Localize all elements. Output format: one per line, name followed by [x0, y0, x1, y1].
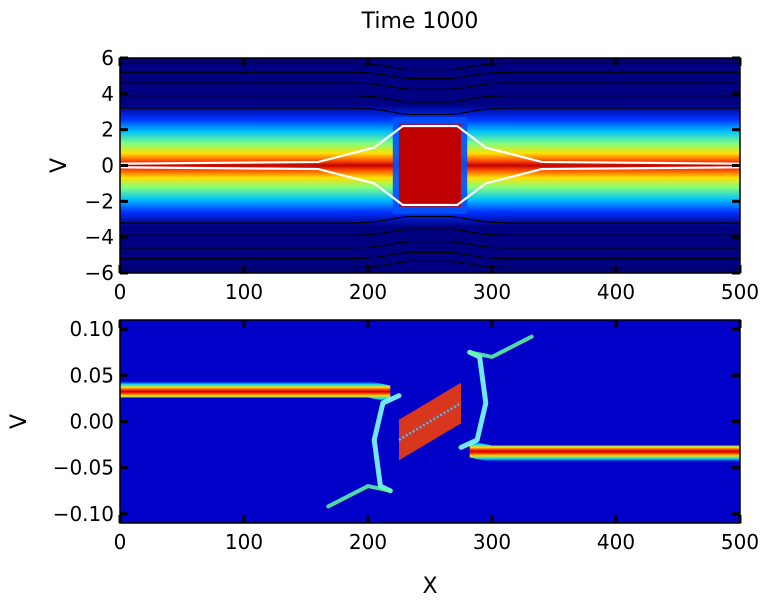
x-axis-label: X: [422, 574, 437, 599]
contour-line-4: [120, 215, 740, 224]
trapped-region: [399, 124, 461, 207]
contour-line-8: [120, 71, 740, 80]
y-axis-label: V: [47, 158, 72, 173]
y-tick-label: 0.05: [69, 363, 114, 387]
x-tick-label: 100: [225, 530, 263, 554]
x-tick-label: 500: [721, 280, 759, 304]
contour-line-5: [120, 107, 740, 116]
y-tick-label: 6: [101, 46, 114, 70]
contour-line-1: [120, 251, 740, 260]
separatrix-lower: [120, 166, 740, 207]
x-tick-label: 0: [114, 530, 127, 554]
beam-0: [120, 380, 391, 403]
x-tick-label: 200: [349, 530, 387, 554]
figure-title: Time 1000: [361, 9, 479, 34]
contour-line-7: [120, 82, 740, 90]
y-tick-label: 0.00: [69, 410, 114, 434]
contour-line-3: [120, 228, 740, 236]
x-tick-label: 400: [597, 280, 635, 304]
y-tick-label: 4: [101, 82, 114, 106]
y-tick-label: −0.05: [53, 456, 114, 480]
contour-line-6: [120, 95, 740, 103]
y-tick-label: −6: [85, 261, 114, 285]
contour-line-9: [120, 62, 740, 71]
phase-space-panel-bottom: 0 100 200 300 400 500 −0.10 −0.05 0.00 0.05 0.10 V X: [7, 317, 759, 599]
plot-area: [120, 58, 740, 273]
separatrix-upper: [120, 124, 740, 165]
x-tick-label: 500: [721, 530, 759, 554]
x-tick-label: 300: [473, 530, 511, 554]
beam-1: [469, 440, 740, 463]
y-tick-label: 0.10: [69, 317, 114, 341]
x-tick-label: 300: [473, 280, 511, 304]
y-tick-label: 0: [101, 154, 114, 178]
y-tick-label: −2: [85, 189, 114, 213]
trapped-diagonal-core: [398, 401, 462, 442]
x-tick-label: 100: [225, 280, 263, 304]
y-tick-label: 2: [101, 118, 114, 142]
x-tick-label: 400: [597, 530, 635, 554]
contour-line-2: [120, 241, 740, 249]
x-tick-label: 200: [349, 280, 387, 304]
phase-tail-0: [326, 483, 393, 509]
phase-tail-1: [467, 334, 534, 360]
x-tick-label: 0: [114, 280, 127, 304]
y-tick-label: −0.10: [53, 502, 114, 526]
y-axis-label: V: [7, 414, 32, 429]
plot-area: [120, 320, 740, 523]
y-tick-label: −4: [85, 225, 114, 249]
contour-line-0: [120, 260, 740, 269]
phase-space-panel-top: 0 100 200 300 400 500 −6 −4 −2 0 2 4 6 V: [47, 46, 759, 304]
